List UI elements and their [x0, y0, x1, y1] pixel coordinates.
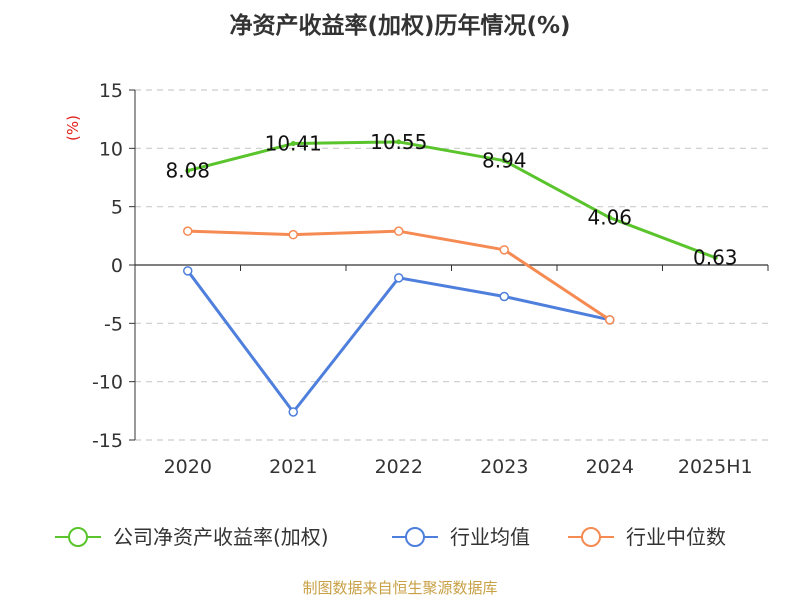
legend-label: 行业均值 [450, 525, 530, 549]
data-label: 10.55 [370, 130, 427, 154]
series-line-1 [186, 269, 611, 414]
legend-marker-icon [405, 527, 425, 547]
legend: 公司净资产收益率(加权) 行业均值 行业中位数 [55, 525, 726, 549]
x-tick-label: 2025H1 [678, 456, 753, 478]
y-tick-label: -15 [92, 430, 123, 452]
axes: 15 10 5 0 -5 -10 -15 2020 2021 2022 2023 2024 2025H1 [92, 80, 769, 478]
data-label: 8.94 [482, 149, 527, 173]
y-tick-label: 5 [111, 197, 123, 219]
y-axis-unit-label: (%) [64, 115, 82, 141]
y-tick-label: -10 [92, 372, 123, 394]
y-tick-label: 0 [111, 255, 123, 277]
data-label: 4.06 [587, 206, 632, 230]
series-point-0 [290, 141, 296, 147]
x-tick-label: 2024 [586, 456, 634, 478]
legend-marker-icon [581, 527, 601, 547]
series-point-0 [501, 158, 507, 164]
x-tick-label: 2021 [269, 456, 317, 478]
series-point-1 [288, 407, 298, 417]
series-point-0 [185, 168, 191, 174]
source-note: 制图数据来自恒生聚源数据库 [302, 579, 497, 597]
legend-label: 公司净资产收益率(加权) [113, 525, 329, 549]
series-line-0 [187, 140, 716, 260]
y-tick-label: 10 [99, 138, 123, 160]
series-point-0 [607, 215, 613, 221]
y-tick-label: 15 [99, 80, 123, 102]
y-tick-label: -5 [104, 313, 123, 335]
series-point-2 [605, 315, 615, 325]
x-tick-label: 2022 [375, 456, 423, 478]
series-point-2 [499, 245, 509, 255]
series-point-0 [396, 139, 402, 145]
data-label: 0.63 [693, 246, 738, 270]
series-lines [183, 139, 718, 417]
legend-label: 行业中位数 [626, 525, 726, 549]
series-point-2 [288, 229, 298, 240]
series-point-2 [183, 226, 193, 236]
series-point-1 [394, 273, 404, 283]
data-label: 10.41 [265, 132, 322, 156]
series-point-0 [712, 255, 718, 261]
chart-title: 净资产收益率(加权)历年情况(%) [229, 12, 570, 39]
x-tick-label: 2023 [480, 456, 528, 478]
legend-marker-icon [68, 527, 88, 547]
series-point-1 [499, 291, 509, 302]
series-point-1 [183, 266, 193, 276]
data-label: 8.08 [165, 159, 210, 183]
x-tick-label: 2020 [164, 456, 212, 478]
data-labels: 8.08 10.41 10.55 8.94 4.06 0.63 [165, 130, 737, 270]
series-point-2 [394, 226, 404, 236]
